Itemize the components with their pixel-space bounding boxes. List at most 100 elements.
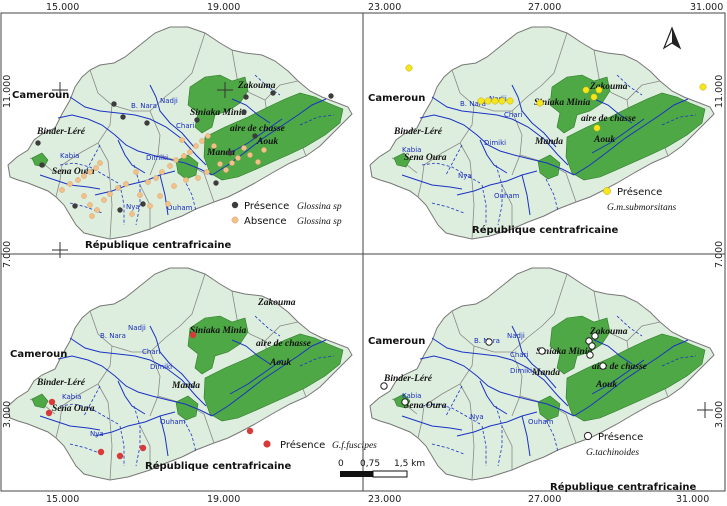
- scale-label-mid: 0,75: [360, 459, 380, 469]
- label-binder: Binder-Léré: [36, 127, 86, 137]
- panel-4-labels: Cameroun République centrafricaine Binde…: [368, 327, 697, 493]
- absence-points-glossina-sp: [59, 133, 267, 219]
- river-chari: Chari: [510, 351, 528, 359]
- legend-presence-label: Présence: [244, 200, 289, 212]
- scale-label-0: 0: [338, 459, 344, 469]
- tick-bottom-15: 15.000: [46, 494, 79, 505]
- tick-top-23: 23.000: [368, 2, 401, 13]
- label-sena: Sena Oura: [52, 167, 95, 177]
- label-sena: Sena Oura: [404, 401, 447, 411]
- label-aouk: Aouk: [269, 358, 291, 368]
- north-arrow-icon: [662, 26, 682, 50]
- tick-right-11: 11.000: [714, 75, 725, 108]
- presence-points-g-tachinoides: [380, 332, 607, 406]
- label-sena: Sena Oura: [52, 404, 95, 414]
- tick-top-19: 19.000: [207, 2, 240, 13]
- label-binder: Binder-Léré: [36, 378, 86, 388]
- label-binder: Binder-Léré: [383, 374, 433, 384]
- river-dimiki: Dimiki: [484, 139, 506, 147]
- label-siniaka: Siniaka Minia: [534, 98, 590, 108]
- legend-presence-label: Présence: [280, 439, 325, 451]
- river-nya: Nya: [90, 430, 104, 438]
- river-ouham: Ouham: [494, 192, 520, 200]
- river-ouham: Ouham: [528, 418, 554, 426]
- river-ouham: Ouham: [160, 418, 186, 426]
- label-siniaka: Siniaka Minia: [190, 326, 246, 336]
- label-rca: République centrafricaine: [550, 481, 697, 493]
- tick-top-31: 31.000: [690, 2, 723, 13]
- tick-bottom-23: 23.000: [368, 494, 401, 505]
- river-chari: Chari: [142, 348, 160, 356]
- river-nadji: Nadji: [489, 95, 507, 103]
- presence-points-gm-submorsitans: [405, 64, 707, 132]
- legend-absence-label: Absence: [244, 216, 287, 227]
- legend-panel-3: Présence G.f.fuscipes: [263, 439, 377, 451]
- legend-absence-species: Glossina sp: [297, 217, 342, 227]
- label-aire: aire de chasse: [581, 114, 637, 124]
- label-cameroun: Cameroun: [12, 90, 69, 101]
- tick-left-11: 11.000: [2, 75, 13, 108]
- label-rca: République centrafricaine: [85, 239, 232, 251]
- tick-top-27: 27.000: [528, 2, 561, 13]
- panel-1-labels: Cameroun République centrafricaine Binde…: [12, 81, 286, 251]
- river-kabia: Kabia: [402, 392, 421, 400]
- river-dimiki: Dimiki: [510, 367, 532, 375]
- label-zakouma: Zakouma: [589, 327, 628, 337]
- panel-2-labels: Cameroun République centrafricaine Binde…: [368, 82, 637, 236]
- tick-right-3: 3.000: [714, 401, 725, 428]
- presence-points-gf-fuscipes: [45, 331, 254, 460]
- label-aouk: Aouk: [256, 137, 278, 147]
- river-nya: Nya: [126, 203, 140, 211]
- legend-panel-1: Présence Glossina sp Absence Glossina sp: [231, 200, 342, 227]
- scale-label-end: 1,5 km: [394, 459, 425, 469]
- label-aouk: Aouk: [595, 380, 617, 390]
- river-ouham: Ouham: [167, 204, 193, 212]
- legend-panel-4: Présence G.tachinoides: [583, 431, 643, 458]
- tick-bottom-27: 27.000: [528, 494, 561, 505]
- legend-panel-2: Présence G.m.submorsitans: [603, 186, 676, 213]
- legend-presence-label: Présence: [598, 431, 643, 443]
- river-kabia: Kabia: [62, 393, 81, 401]
- tick-left-7: 7.000: [2, 241, 13, 268]
- scale-bar: 0 0,75 1,5 km: [338, 459, 425, 478]
- label-rca: République centrafricaine: [472, 224, 619, 236]
- label-aire: aire de chasse: [230, 124, 286, 134]
- label-sena: Sena Oura: [404, 153, 447, 163]
- label-cameroun: Cameroun: [368, 93, 425, 104]
- river-nadji: Nadji: [507, 332, 525, 340]
- label-siniaka: Siniaka Minia: [536, 347, 592, 357]
- label-zakouma: Zakouma: [589, 82, 628, 92]
- river-b-nara: B. Nara: [131, 102, 157, 110]
- label-aire: aire de chasse: [592, 362, 648, 372]
- label-aire: aire de chasse: [256, 339, 312, 349]
- legend-species: G.m.submorsitans: [607, 203, 676, 213]
- label-manda: Manda: [171, 381, 200, 391]
- river-chari: Chari: [504, 111, 522, 119]
- river-nya: Nya: [470, 413, 484, 421]
- river-kabia: Kabia: [60, 152, 79, 160]
- river-b-nara: B. Nara: [100, 332, 126, 340]
- label-manda: Manda: [534, 137, 563, 147]
- tick-left-3: 3.000: [2, 401, 13, 428]
- label-binder: Binder-Léré: [393, 127, 443, 137]
- label-zakouma: Zakouma: [257, 298, 296, 308]
- label-zakouma: Zakouma: [237, 81, 276, 91]
- river-b-nara: B. Nara: [460, 100, 486, 108]
- legend-presence-label: Présence: [617, 186, 662, 198]
- label-rca: République centrafricaine: [145, 460, 292, 472]
- river-kabia: Kabia: [402, 146, 421, 154]
- legend-species: G.f.fuscipes: [332, 440, 377, 451]
- grid-crosses: [52, 82, 713, 418]
- legend-species: G.tachinoides: [586, 448, 639, 458]
- panel-3-labels: Cameroun République centrafricaine Binde…: [10, 298, 312, 472]
- river-dimiki: Dimiki: [146, 154, 168, 162]
- label-manda: Manda: [206, 148, 235, 158]
- label-siniaka: Siniaka Minia: [190, 108, 246, 118]
- tick-bottom-31: 31.000: [676, 494, 709, 505]
- river-nya: Nya: [458, 172, 472, 180]
- label-manda: Manda: [531, 368, 560, 378]
- tick-top-15: 15.000: [46, 2, 79, 13]
- label-cameroun: Cameroun: [10, 349, 67, 360]
- river-chari: Chari: [176, 122, 194, 130]
